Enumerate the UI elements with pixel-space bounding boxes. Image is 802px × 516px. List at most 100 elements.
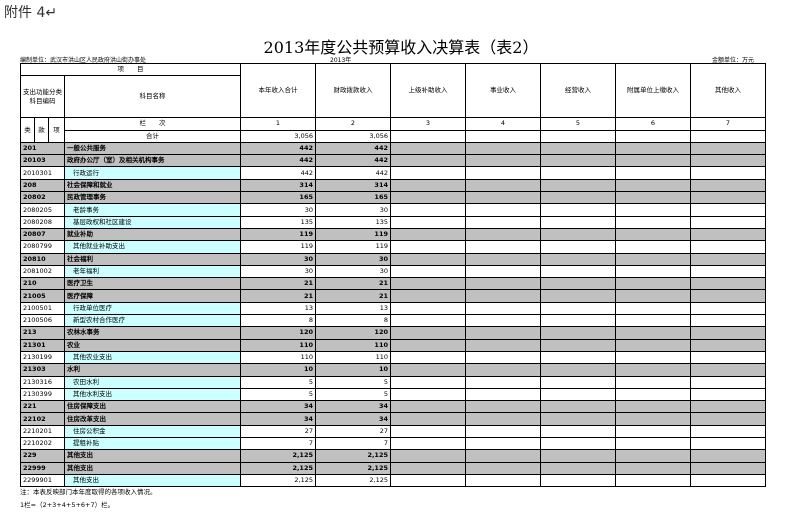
table-cell: 442 <box>240 166 316 180</box>
table-row: 2080799 其他就业补助支出 119 119 <box>20 240 766 254</box>
table-cell: 10 <box>240 363 316 377</box>
table-cell: 2,125 <box>315 461 391 475</box>
table-cell <box>390 289 466 303</box>
table-cell: 20810 <box>20 252 65 266</box>
table-row: 221 住房保障支出 34 34 <box>20 400 766 414</box>
table-cell <box>540 166 616 180</box>
table-cell <box>390 129 466 143</box>
table-row: 22102 住房改革支出 34 34 <box>20 412 766 426</box>
table-cell <box>465 473 541 488</box>
table-row: 20807 就业补助 119 119 <box>20 227 766 242</box>
table-cell: 120 <box>315 326 391 340</box>
table-cell: 2080208 <box>20 215 65 229</box>
table-cell <box>465 363 541 377</box>
table-cell <box>540 400 616 414</box>
table-cell: 3,056 <box>240 129 316 143</box>
table-cell <box>465 252 541 266</box>
table-cell: 其他支出 <box>64 449 241 463</box>
table-row: 208 社会保障和就业 314 314 <box>20 178 766 193</box>
table-row: 2130316 农田水利 5 5 <box>20 375 766 389</box>
table-cell: 行政单位医疗 <box>64 301 241 316</box>
table-cell: 老年福利 <box>64 264 241 279</box>
table-cell: 110 <box>315 338 391 352</box>
table-cell <box>615 166 691 180</box>
table-cell <box>465 387 541 402</box>
table-cell: 21005 <box>20 289 65 303</box>
table-cell <box>465 227 541 242</box>
table-cell <box>390 203 466 217</box>
table-cell: 项 <box>48 117 65 143</box>
table-cell <box>390 277 466 291</box>
table-cell: 新型农村合作医疗 <box>64 314 241 328</box>
table-cell <box>615 301 691 316</box>
table-cell: 21 <box>240 289 316 303</box>
table-row: 21303 水利 10 10 <box>20 363 766 377</box>
table-row: 20802 民政管理事务 165 165 <box>20 191 766 205</box>
table-cell: 3,056 <box>315 129 391 143</box>
table-cell <box>540 129 616 143</box>
table-cell <box>465 424 541 439</box>
table-cell: 其他农业支出 <box>64 350 241 365</box>
table-cell <box>540 363 616 377</box>
table-cell <box>465 203 541 217</box>
table-cell <box>465 141 541 156</box>
table-cell <box>540 178 616 193</box>
table-cell <box>615 449 691 463</box>
table-cell <box>690 277 766 291</box>
table-cell <box>390 191 466 205</box>
table-cell: 栏 次 <box>64 117 241 131</box>
table-cell: 2080205 <box>20 203 65 217</box>
table-cell <box>615 289 691 303</box>
table-cell <box>390 301 466 316</box>
table-cell <box>540 252 616 266</box>
table-cell <box>465 314 541 328</box>
table-row: 2299901 其他支出 2,125 2,125 <box>20 473 766 488</box>
table-cell: 22999 <box>20 461 65 475</box>
table-row: 210 医疗卫生 21 21 <box>20 277 766 291</box>
table-cell <box>615 400 691 414</box>
table-cell <box>540 227 616 242</box>
table-cell <box>690 240 766 254</box>
table-cell: 165 <box>240 191 316 205</box>
table-cell: 30 <box>315 264 391 279</box>
table-cell <box>615 264 691 279</box>
note: 1栏=（2+3+4+5+6+7）栏。 <box>20 501 115 509</box>
table-cell: 2210202 <box>20 437 65 451</box>
table-cell <box>615 473 691 488</box>
table-cell: 442 <box>240 141 316 156</box>
table-cell: 22102 <box>20 412 65 426</box>
table-cell <box>690 129 766 143</box>
table-cell <box>615 338 691 352</box>
table-cell <box>465 264 541 279</box>
table-cell <box>690 449 766 463</box>
table-cell <box>615 240 691 254</box>
table-cell: 201 <box>20 141 65 156</box>
table-cell: 住房公积金 <box>64 424 241 439</box>
table-row: 22999 其他支出 2,125 2,125 <box>20 461 766 475</box>
table-cell <box>465 240 541 254</box>
table-cell: 附属单位上缴收入 <box>615 62 691 119</box>
table-cell <box>465 461 541 475</box>
table-cell <box>540 154 616 168</box>
budget-table: 项 目本年收入合计 财政拨款收入 上级补助收入 事业收入 经营收入 附属单位上缴收入 其他收… <box>20 62 766 488</box>
table-cell: 119 <box>315 240 391 254</box>
table-row: 2210201 住房公积金 27 27 <box>20 424 766 439</box>
table-cell <box>540 326 616 340</box>
table-cell: 2100501 <box>20 301 65 316</box>
table-cell: 21 <box>240 277 316 291</box>
table-cell <box>690 387 766 402</box>
table-cell: 30 <box>240 203 316 217</box>
table-cell: 34 <box>240 400 316 414</box>
table-cell <box>390 387 466 402</box>
table-cell <box>615 424 691 439</box>
table-cell <box>690 338 766 352</box>
table-cell: 30 <box>315 203 391 217</box>
table-row: 2010301 行政运行 442 442 <box>20 166 766 180</box>
table-cell: 7 <box>690 117 766 131</box>
table-cell: 5 <box>315 375 391 389</box>
table-cell: 34 <box>315 400 391 414</box>
table-cell <box>615 461 691 475</box>
table-cell: 其他收入 <box>690 62 766 119</box>
table-row: 合计 3,056 3,056 <box>21 129 766 143</box>
table-row: 213 农林水事务 120 120 <box>20 326 766 340</box>
